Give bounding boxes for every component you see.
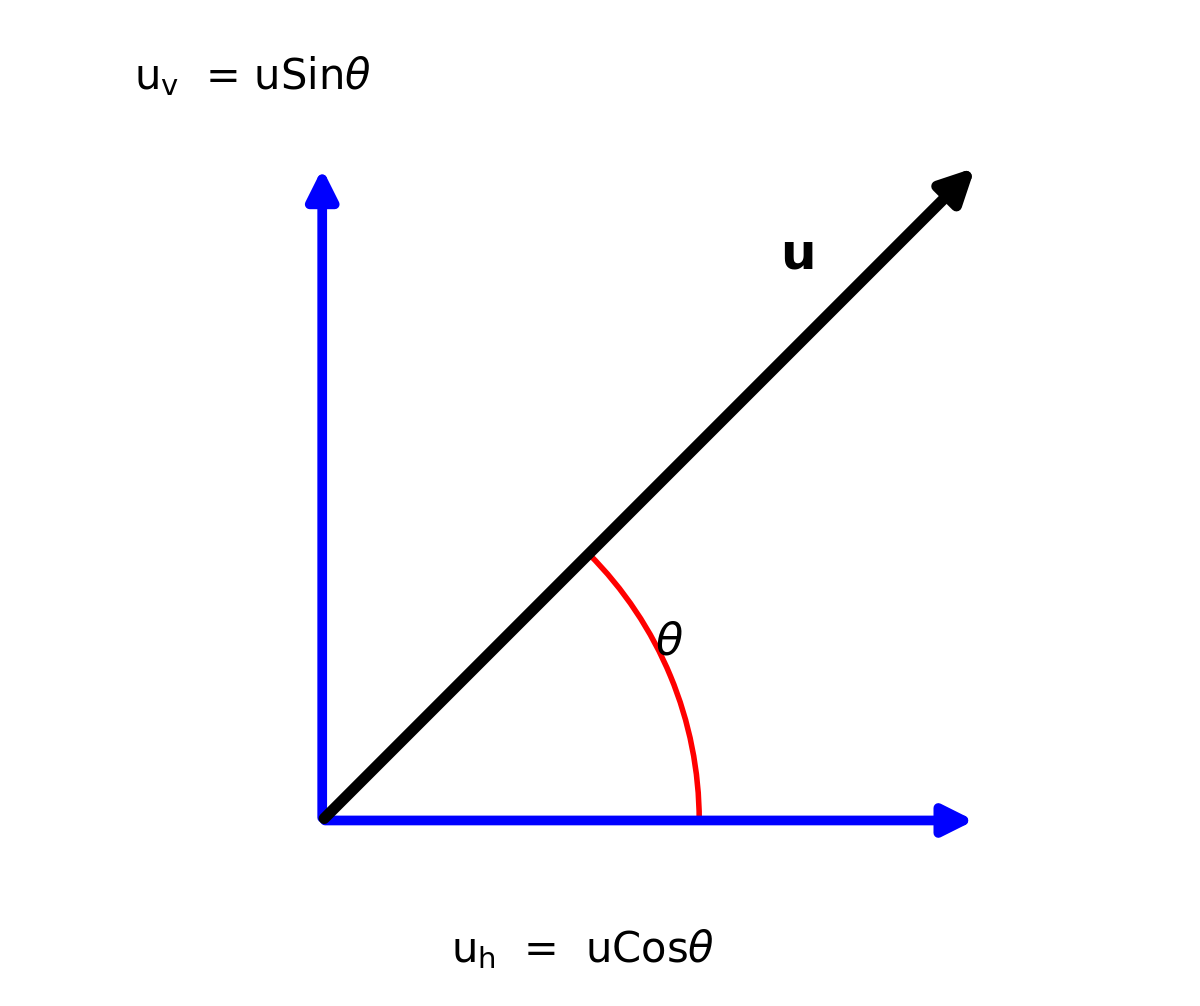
Text: $\theta$: $\theta$ [655,621,684,663]
Text: u$_\mathrm{h}$  =  uCos$\theta$: u$_\mathrm{h}$ = uCos$\theta$ [451,928,715,972]
Text: u$_\mathrm{v}$  = uSin$\theta$: u$_\mathrm{v}$ = uSin$\theta$ [133,54,371,99]
Text: u: u [781,231,816,279]
